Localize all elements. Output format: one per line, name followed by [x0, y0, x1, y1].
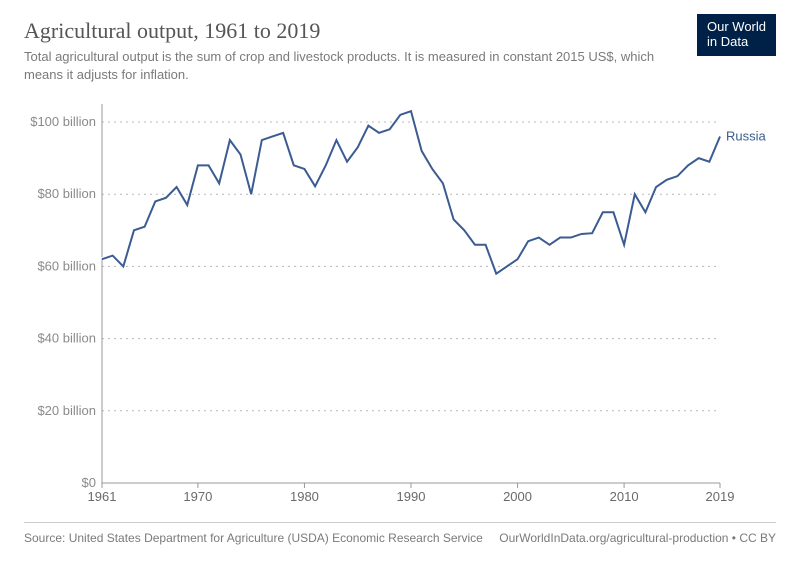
chart-svg: $0 $20 billion $40 billion $60 billion $80 b…: [24, 96, 776, 509]
chart-subtitle: Total agricultural output is the sum of …: [24, 48, 664, 83]
x-axis-label: 1961: [88, 489, 117, 504]
chart-title: Agricultural output, 1961 to 2019: [24, 18, 776, 44]
logo-line1: Our World: [707, 20, 766, 35]
y-axis-label: $80 billion: [37, 186, 96, 201]
y-axis-label: $0: [82, 475, 96, 490]
attribution-text: OurWorldInData.org/agricultural-producti…: [499, 531, 776, 545]
chart-area: $0 $20 billion $40 billion $60 billion $80 b…: [24, 96, 776, 509]
x-axis-label: 1970: [183, 489, 212, 504]
chart-footer: Source: United States Department for Agr…: [24, 522, 776, 545]
x-axis-label: 1980: [290, 489, 319, 504]
owid-logo: Our World in Data: [697, 14, 776, 56]
x-axis-label: 2019: [706, 489, 735, 504]
series-line-russia: [102, 111, 720, 273]
source-text: Source: United States Department for Agr…: [24, 531, 483, 545]
y-axis-label: $40 billion: [37, 331, 96, 346]
x-axis-label: 2010: [610, 489, 639, 504]
x-axis-label: 1990: [397, 489, 426, 504]
logo-line2: in Data: [707, 35, 766, 50]
y-axis-label: $20 billion: [37, 403, 96, 418]
y-axis-label: $60 billion: [37, 258, 96, 273]
series-label-russia: Russia: [726, 128, 767, 143]
x-axis-label: 2000: [503, 489, 532, 504]
y-axis-label: $100 billion: [30, 114, 96, 129]
